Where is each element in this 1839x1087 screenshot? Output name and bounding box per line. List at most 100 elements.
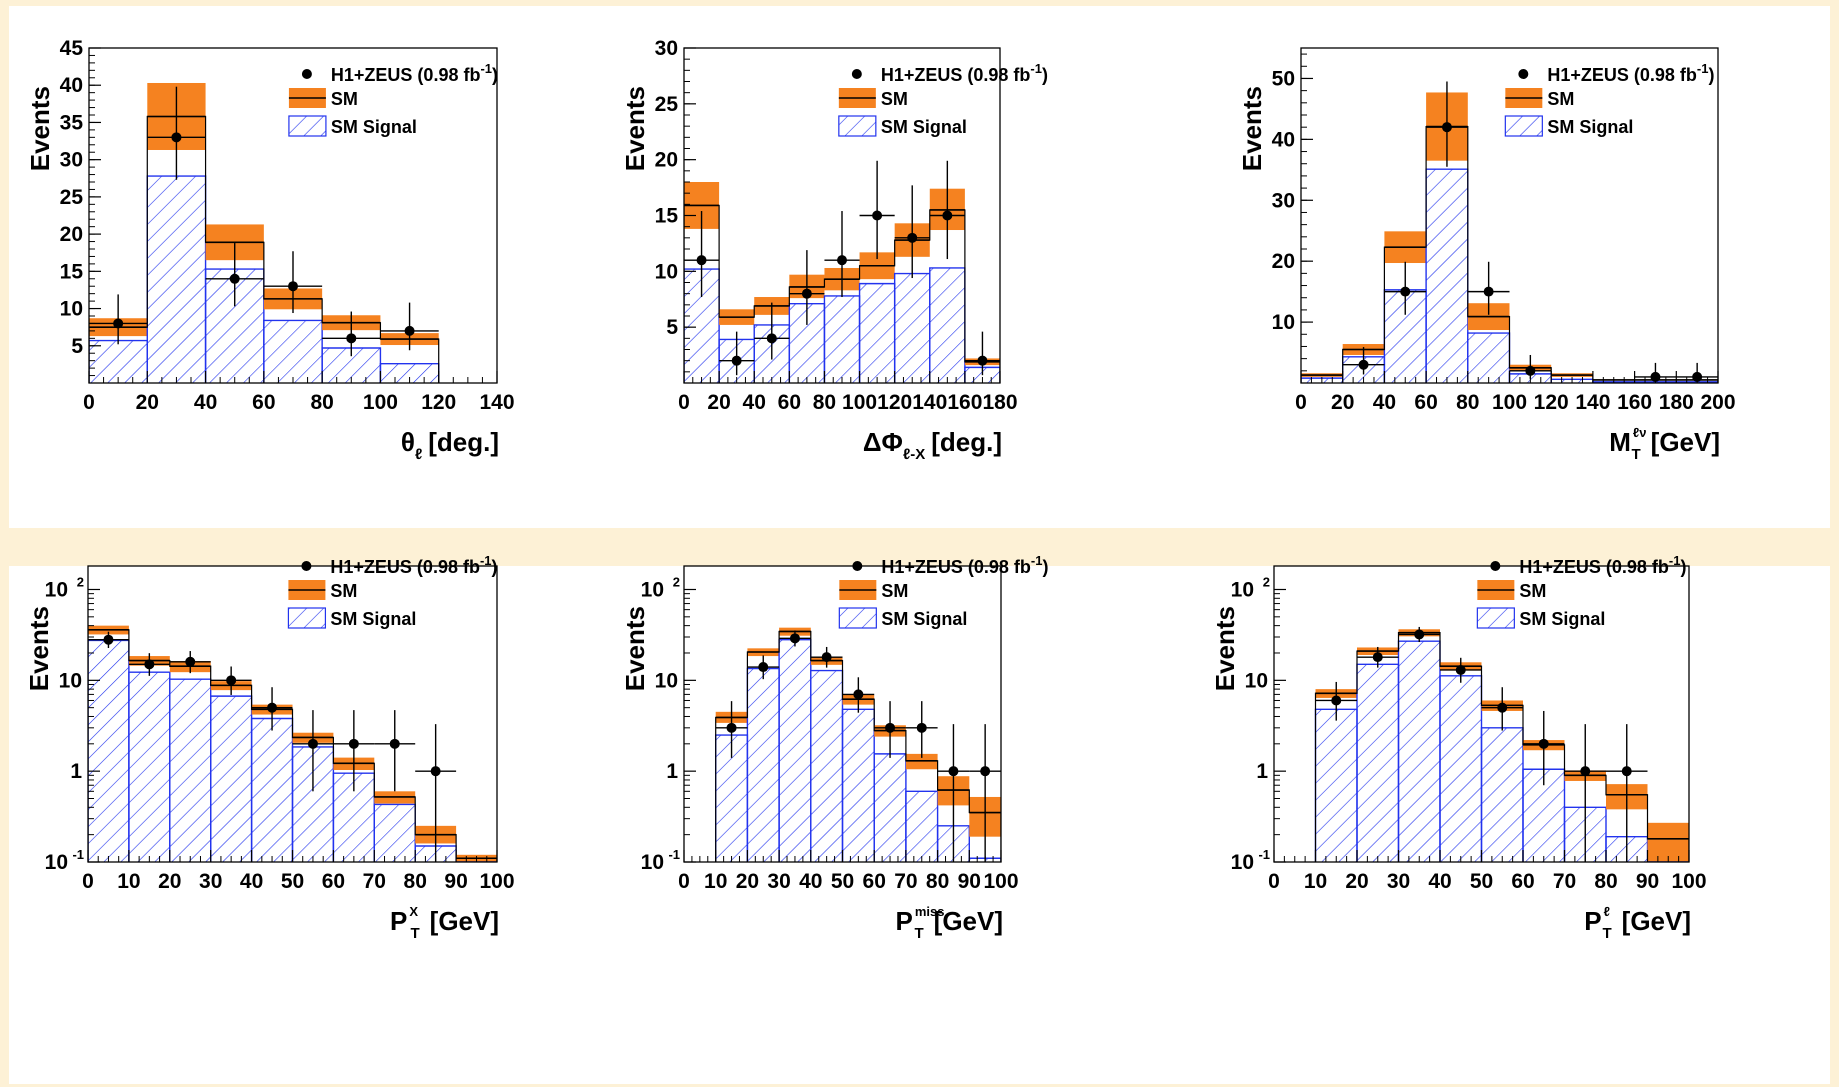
x-tick-label: 90 [1636, 870, 1659, 893]
y-tick-label: 10 [655, 669, 678, 692]
x-axis-label: θℓ [deg.] [401, 427, 499, 463]
x-tick-label: 180 [982, 391, 1017, 414]
x-axis-superscript: miss [915, 904, 945, 919]
y-tick-label: 10 [1231, 851, 1254, 874]
y-axis-label: Events [24, 606, 54, 691]
signal-bar [905, 791, 938, 862]
y-tick-label: 10 [655, 260, 678, 283]
sm-outline [89, 115, 440, 383]
y-tick-label: 1 [1256, 760, 1268, 783]
x-tick-label: 50 [831, 870, 854, 893]
plot-area [715, 627, 1001, 862]
y-tick-label: 10 [60, 298, 83, 321]
signal-bar [1315, 709, 1357, 862]
y-axis-label: Events [25, 86, 55, 171]
y-tick-label: 5 [666, 316, 678, 339]
legend-data-label: H1+ZEUS (0.98 fb-1) [881, 61, 1048, 85]
y-tick-label: 20 [655, 149, 678, 172]
signal-bar [1357, 664, 1399, 862]
histogram-transverse-mass: 0 20 40 60 80 100 120 140 160 180 200 10 20 30 40 50Eve… [1237, 47, 1736, 463]
x-tick-label: 10 [117, 870, 140, 893]
sm-band-bar [1647, 822, 1689, 862]
data-point [731, 355, 742, 366]
signal-bar [1467, 333, 1510, 383]
y-tick-label: 40 [1272, 128, 1295, 151]
legend-sm-label: SM [1547, 89, 1574, 109]
data-point [872, 210, 883, 221]
x-tick-label: 200 [1700, 391, 1735, 414]
x-tick-label: 60 [1414, 391, 1437, 414]
data-point [185, 656, 196, 667]
data-point [916, 722, 927, 733]
x-axis-unit: [deg.] [428, 427, 499, 457]
x-axis-superscript: ℓν [1633, 425, 1647, 440]
y-axis-label: Events [1237, 86, 1267, 171]
x-tick-label: 60 [863, 870, 886, 893]
data-point [726, 722, 737, 733]
data-point [1580, 766, 1591, 777]
legend-signal-swatch [838, 115, 877, 137]
x-tick-label: 60 [1511, 870, 1534, 893]
x-tick-label: 90 [444, 870, 467, 893]
data-point [1497, 702, 1508, 713]
x-axis-unit: [GeV] [1651, 427, 1720, 457]
signal-bar [89, 340, 148, 383]
data-point [1331, 695, 1342, 706]
signal-bar [747, 668, 780, 862]
legend-data-marker [301, 69, 312, 79]
data-point [837, 255, 847, 266]
y-tick-exponent: 2 [673, 574, 680, 589]
signal-bar [210, 696, 252, 862]
legend-data-marker [301, 561, 312, 571]
y-tick-label: 10 [45, 578, 68, 601]
x-tick-label: 100 [983, 870, 1018, 893]
y-tick-label: 10 [641, 578, 664, 601]
x-tick-label: 40 [240, 870, 263, 893]
x-tick-label: 160 [947, 391, 982, 414]
legend-signal-swatch [1476, 607, 1515, 629]
data-point [980, 766, 991, 777]
x-tick-label: 60 [778, 391, 801, 414]
legend-sm-label: SM [881, 581, 908, 601]
y-axis-label: Events [620, 606, 650, 691]
x-tick-label: 20 [736, 870, 759, 893]
x-tick-label: 20 [1331, 391, 1354, 414]
x-tick-label: 80 [310, 391, 333, 414]
signal-bar [1481, 727, 1523, 862]
y-axis-label: Events [620, 86, 650, 171]
legend-signal-label: SM Signal [881, 609, 967, 629]
panel-theta: 0 20 40 60 80 100 120 140 5 10 15 20 25 30 35 40 45 Event… [9, 6, 601, 528]
signal-bar [842, 709, 875, 862]
x-axis-label: ΔΦℓ-X [deg.] [863, 427, 1002, 463]
signal-bar [929, 267, 965, 383]
x-axis-subscript: T [914, 925, 923, 942]
signal-bar [779, 639, 811, 862]
y-tick-label: 1 [70, 760, 82, 783]
data-point [1358, 359, 1369, 370]
data-point [907, 232, 918, 243]
y-tick-label: 20 [1272, 250, 1295, 273]
signal-bar [1398, 641, 1440, 862]
x-tick-label: 40 [799, 870, 822, 893]
x-tick-label: 30 [767, 870, 790, 893]
x-axis-subscript: ℓ-X [903, 446, 925, 463]
data-point [789, 633, 800, 644]
x-tick-label: 100 [1671, 870, 1706, 893]
data-point [1483, 286, 1494, 297]
x-axis-unit: [GeV] [1622, 906, 1691, 936]
x-tick-label: 0 [82, 870, 94, 893]
signal-bar [147, 176, 206, 383]
data-point [346, 333, 357, 344]
y-tick-exponent: -1 [1258, 847, 1270, 862]
data-point [1400, 286, 1411, 297]
legend-data-label: H1+ZEUS (0.98 fb-1) [1547, 61, 1714, 85]
x-axis-superscript: ℓ [1604, 904, 1610, 919]
x-tick-label: 0 [1268, 870, 1280, 893]
legend-sm-label: SM [881, 89, 908, 109]
x-axis-symbol: P [896, 906, 913, 936]
legend-signal-label: SM Signal [331, 117, 417, 137]
y-tick-exponent: -1 [668, 847, 680, 862]
x-tick-label: 0 [83, 391, 95, 414]
